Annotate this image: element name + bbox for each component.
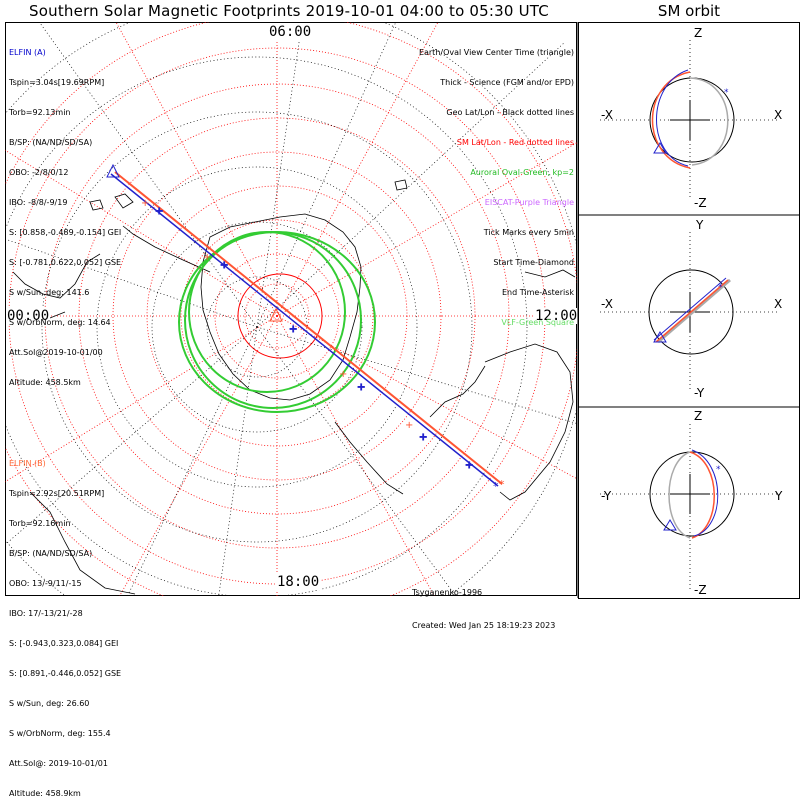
orbit-panel-xz: * [600, 40, 780, 200]
orbit2-label-bottom: -Y [694, 386, 705, 400]
map-frame [5, 22, 577, 596]
elfin-b-info: ELFIN (B) Tspin=2.92s[20.51RPM] Torb=92.… [9, 439, 121, 809]
legend-item: Thick - Science (FGM and/or EPD) [440, 78, 574, 87]
svg-text:*: * [724, 88, 729, 98]
geo-lon-lines [5, 22, 577, 596]
elfin-a-line: S: [-0.781,0.622,0.052] GSE [9, 258, 122, 267]
orbit-panel-yz: * [600, 424, 780, 590]
svg-text:+: + [339, 369, 347, 380]
elfin-a-line: B/SP: (NA/ND/SD/SA) [9, 138, 93, 147]
orbit1-label-right: X [774, 108, 783, 122]
elfin-a-line: S w/OrbNorm, deg: 14.64 [9, 318, 111, 327]
orbit-title: SM orbit [657, 2, 721, 20]
clock-label-top: 06:00 [268, 24, 313, 40]
orbit2-label-right: X [774, 297, 783, 311]
elfin-a-line: IBO: -8/8/-9/19 [9, 198, 68, 207]
svg-text:+: + [465, 460, 473, 471]
svg-text:+: + [220, 260, 228, 271]
orbit3-label-bottom: -Z [694, 583, 707, 597]
elfin-b-line: Torb=92.16min [9, 519, 71, 528]
orbit3-label-top: Z [694, 409, 703, 423]
footprint-map: + + + + + + + + + + * * [5, 22, 577, 596]
orbit1-label-bottom: -Z [694, 196, 707, 210]
legend-item: Start Time-Diamond [493, 258, 574, 267]
legend-item: VLF-Green Square [501, 318, 574, 327]
elfin-b-line: Tspin=2.92s[20.51RPM] [9, 489, 105, 498]
orbit1-label-left: -X [601, 108, 613, 122]
legend-item: Auroral Oval-Green, kp=2 [470, 168, 574, 177]
legend-item: Geo Lat/Lon - Black dotted lines [446, 108, 574, 117]
orbit2-label-top: Y [696, 218, 704, 232]
elfin-b-line: Att.Sol@: 2019-10-01/01 [9, 759, 108, 768]
svg-text:+: + [419, 432, 427, 443]
orbit3-label-left: -Y [601, 489, 612, 503]
svg-text:*: * [493, 480, 499, 493]
svg-text:+: + [289, 324, 297, 335]
created-text: Created: Wed Jan 25 18:19:23 2023 [412, 621, 556, 630]
legend-item: SM Lat/Lon - Red dotted lines [456, 138, 574, 147]
svg-text:+: + [357, 382, 365, 393]
clock-label-bottom: 18:00 [276, 574, 321, 590]
legend-item: Tick Marks every 5min [483, 228, 574, 237]
footprint-tracks: + + + + + + + + + + * * [106, 163, 505, 493]
elfin-a-name: ELFIN (A) [9, 48, 46, 57]
elfin-b-line: IBO: 17/-13/21/-28 [9, 609, 83, 618]
elfin-b-line: B/SP: (NA/ND/SD/SA) [9, 549, 93, 558]
legend-item: EISCAT-Purple Triangle [484, 198, 574, 207]
elfin-b-line: S w/OrbNorm, deg: 155.4 [9, 729, 111, 738]
svg-text:+: + [141, 198, 149, 209]
elfin-a-line: S: [0.858,-0.489,-0.154] GEI [9, 228, 122, 237]
svg-text:*: * [718, 283, 723, 293]
legend-item: Earth/Oval View Center Time (triangle) [418, 48, 574, 57]
elfin-a-line: Altitude: 458.5km [9, 378, 81, 387]
auroral-ovals [178, 231, 376, 413]
elfin-b-line: S: [-0.943,0.323,0.084] GEI [9, 639, 119, 648]
orbit1-label-top: Z [694, 26, 703, 40]
orbit-panel-xy: * [600, 232, 780, 392]
elfin-b-line: S w/Sun, deg: 26.60 [9, 699, 90, 708]
legend: Earth/Oval View Center Time (triangle) T… [419, 28, 574, 338]
clock-label-left: 00:00 [6, 308, 51, 324]
svg-text:+: + [203, 252, 211, 263]
legend-item: End Time-Asterisk [501, 288, 574, 297]
elfin-b-line: OBO: 13/-9/11/-15 [9, 579, 82, 588]
elfin-b-line: Altitude: 458.9km [9, 789, 81, 798]
continent-outlines [12, 179, 576, 595]
center-triangle [269, 307, 283, 322]
elfin-a-line: Tspin=3.04s[19.69RPM] [9, 78, 105, 87]
footer: Tsyganenko-1996 Created: Wed Jan 25 18:1… [412, 565, 555, 642]
svg-text:+: + [155, 206, 163, 217]
elfin-a-line: Att.Sol@2019-10-01/00 [9, 348, 103, 357]
elfin-b-name: ELFIN (B) [9, 459, 46, 468]
elfin-a-info: ELFIN (A) Tspin=3.04s[19.69RPM] Torb=92.… [9, 28, 121, 398]
credit-text: Tsyganenko-1996 [412, 588, 483, 597]
clock-label-right: 12:00 [534, 308, 579, 324]
elfin-a-line: Torb=92.13min [9, 108, 71, 117]
orbit3-label-right: Y [775, 489, 783, 503]
svg-text:*: * [499, 478, 505, 491]
svg-text:+: + [405, 420, 413, 431]
orbit2-label-left: -X [601, 297, 613, 311]
page-title: Southern Solar Magnetic Footprints 2019-… [29, 2, 549, 20]
elfin-a-line: S w/Sun, deg: 141.6 [9, 288, 90, 297]
elfin-a-line: OBO: -2/8/0/12 [9, 168, 69, 177]
svg-text:*: * [716, 465, 721, 475]
elfin-b-line: S: [0.891,-0.446,0.052] GSE [9, 669, 122, 678]
